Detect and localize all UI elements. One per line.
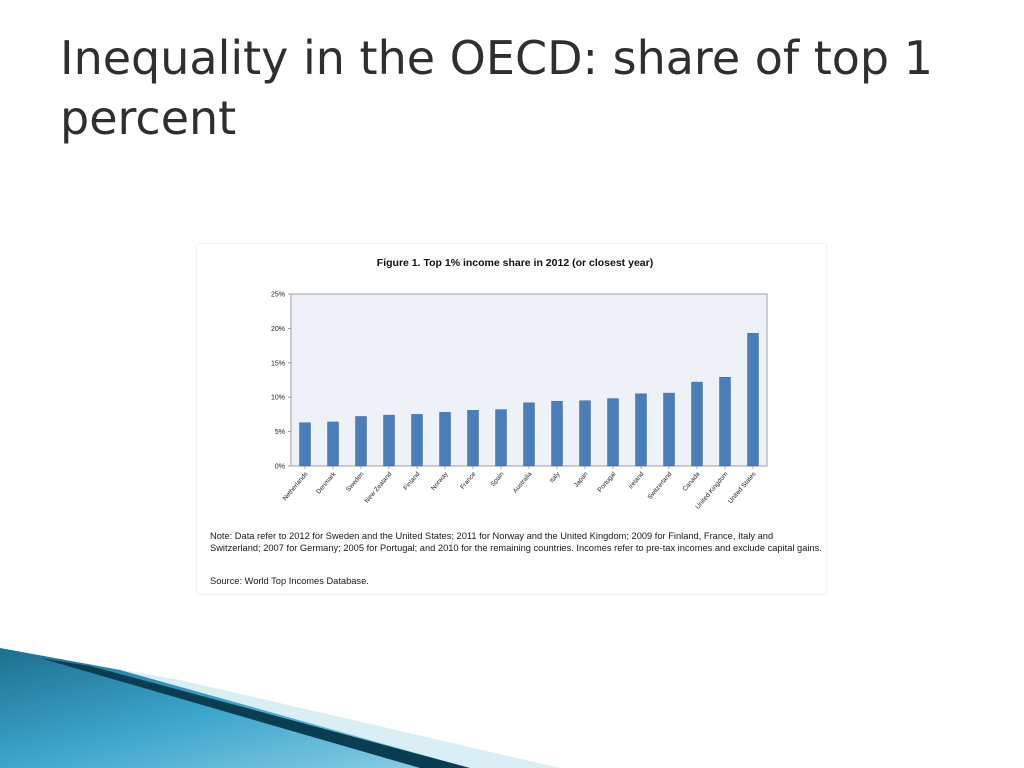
- x-tick-label: Australia: [512, 470, 534, 494]
- slide-title: Inequality in the OECD: share of top 1 p…: [60, 31, 933, 145]
- x-tick-label: Switzerland: [647, 470, 674, 501]
- x-tick-label: Denmark: [315, 470, 338, 495]
- bar-new-zealand: [383, 414, 395, 467]
- bar-portugal: [607, 398, 619, 467]
- bars-group: [299, 333, 759, 467]
- x-tick-label: Japan: [573, 470, 590, 488]
- figure-source: Source: World Top Incomes Database.: [210, 576, 369, 586]
- x-tick-label: Canada: [682, 471, 702, 493]
- bar-japan: [579, 400, 591, 467]
- x-tick-label: Norway: [430, 470, 450, 492]
- footer-dark-stripe: [40, 658, 470, 768]
- bar-netherlands: [299, 422, 311, 467]
- bar-ireland: [635, 393, 647, 467]
- x-tick-label: Italy: [549, 470, 563, 484]
- y-tick-label: 10%: [271, 395, 285, 402]
- bar-chart: Figure 1. Top 1% income share in 2012 (o…: [271, 257, 768, 511]
- x-tick-label: Portugal: [597, 470, 618, 493]
- chart-title: Figure 1. Top 1% income share in 2012 (o…: [377, 257, 653, 269]
- bar-spain: [495, 409, 507, 467]
- x-tick-label: Spain: [489, 470, 505, 488]
- x-tick-label: France: [459, 470, 478, 490]
- y-tick-label: 15%: [271, 360, 285, 367]
- bar-italy: [551, 401, 563, 467]
- bar-france: [467, 410, 479, 467]
- y-tick-label: 0%: [275, 464, 285, 471]
- y-tick-label: 20%: [271, 326, 285, 333]
- bar-sweden: [355, 416, 367, 467]
- y-tick-label: 5%: [275, 429, 285, 436]
- bar-canada: [691, 381, 703, 467]
- x-tick-label: Sweden: [345, 470, 366, 493]
- bar-australia: [523, 402, 535, 467]
- bar-denmark: [327, 421, 339, 467]
- figure-note: Note: Data refer to 2012 for Sweden and …: [210, 531, 822, 553]
- x-tick-label: Finland: [402, 470, 421, 491]
- bar-united-kingdom: [719, 377, 731, 467]
- x-tick-label: Netherlands: [282, 470, 310, 502]
- bar-switzerland: [663, 392, 675, 467]
- bar-norway: [439, 412, 451, 467]
- x-tick-label: United States: [727, 470, 758, 505]
- y-tick-label: 25%: [271, 292, 285, 299]
- x-tick-label: Ireland: [627, 470, 645, 490]
- footer-decoration: [0, 648, 560, 768]
- bar-finland: [411, 414, 423, 467]
- x-tick-label: New Zealand: [364, 471, 394, 505]
- figure-panel: Figure 1. Top 1% income share in 2012 (o…: [197, 244, 826, 594]
- y-axis: 0% 5% 10% 15% 20% 25%: [271, 292, 291, 471]
- bar-united-states: [747, 333, 759, 467]
